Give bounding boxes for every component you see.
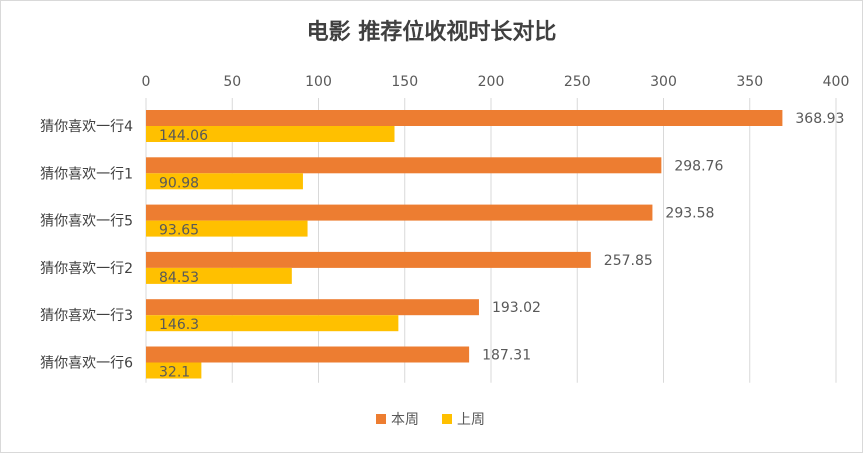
x-tick-label: 350 [736,74,763,90]
chart-title: 电影 推荐位收视时长对比 [306,20,557,45]
data-label-last-week: 144.06 [159,128,208,144]
data-label-this-week: 187.31 [482,348,531,364]
category-label: 猜你喜欢一行3 [40,308,133,324]
x-tick-label: 150 [391,74,418,90]
category-label: 猜你喜欢一行1 [40,166,133,182]
category-label: 猜你喜欢一行2 [40,261,133,277]
data-label-this-week: 298.76 [674,158,723,174]
bar-this-week [146,346,470,363]
legend-swatch-this-week [376,414,386,424]
bar-this-week [146,251,591,268]
x-tick-label: 300 [650,74,677,90]
bar-last-week [146,362,202,379]
data-label-last-week: 84.53 [159,270,199,286]
legend-label: 本周 [391,412,419,428]
bar-last-week [146,315,399,332]
data-label-last-week: 93.65 [159,223,199,239]
bar-this-week [146,204,653,221]
x-tick-label: 100 [305,74,332,90]
legend-label: 上周 [457,412,485,428]
bar-last-week [146,126,395,142]
bar-last-week [146,220,308,237]
data-label-last-week: 90.98 [159,175,199,191]
data-label-last-week: 146.3 [159,317,199,333]
bar-this-week [146,299,479,316]
data-label-this-week: 193.02 [492,300,541,316]
data-label-this-week: 368.93 [795,111,844,127]
bar-this-week [146,110,783,126]
data-label-this-week: 257.85 [604,253,653,269]
bar-last-week [146,173,303,190]
x-tick-label: 200 [478,74,505,90]
legend-swatch-last-week [442,414,452,424]
bar-this-week [146,157,662,174]
x-tick-label: 50 [223,74,241,90]
category-label: 猜你喜欢一行6 [40,356,133,372]
x-tick-label: 400 [823,74,850,90]
category-label: 猜你喜欢一行4 [40,119,133,135]
bar-last-week [146,267,292,284]
x-tick-label: 250 [564,74,591,90]
category-label: 猜你喜欢一行5 [40,214,133,230]
x-tick-label: 0 [142,74,151,90]
data-label-last-week: 32.1 [159,365,190,381]
data-label-this-week: 293.58 [665,206,714,222]
